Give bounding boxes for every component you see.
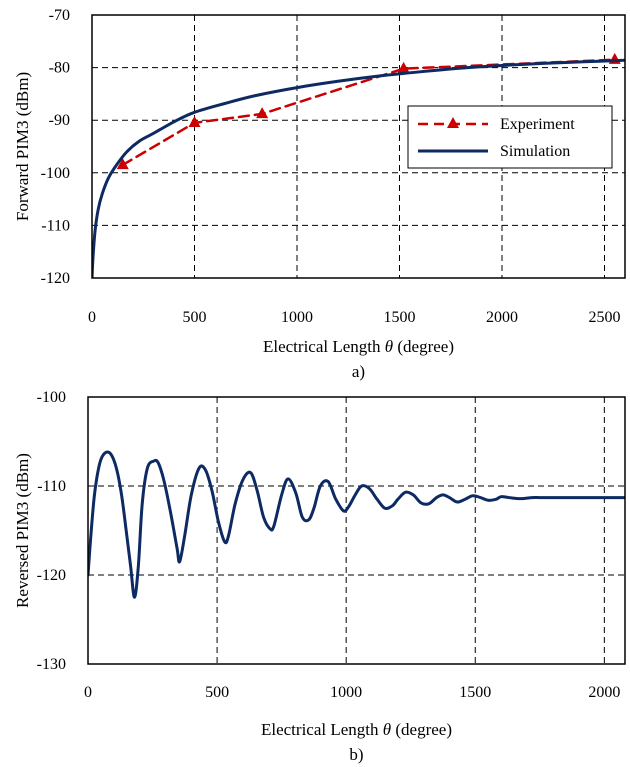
y-tick-label: -90 [49, 112, 70, 129]
caption-b: b) [349, 745, 363, 764]
x-tick-label: 1000 [281, 309, 313, 326]
x-axis-label: Electrical Length θ (degree) [263, 337, 454, 356]
y-tick-labels: -130 -120 -110 -100 [37, 389, 66, 673]
y-tick-label: -120 [41, 270, 70, 287]
plot-frame [91, 14, 626, 279]
legend-label-simulation: Simulation [500, 143, 570, 160]
legend-marker-experiment [447, 117, 459, 128]
caption-a: a) [352, 362, 365, 381]
y-tick-label: -110 [41, 217, 70, 234]
y-axis-label: Reversed PIM3 (dBm) [13, 453, 32, 608]
series-series-line [88, 450, 625, 599]
y-tick-labels: -120 -110 -100 -90 -80 -70 [41, 7, 70, 287]
x-axis-label: Electrical Length θ (degree) [261, 720, 452, 739]
legend: Experiment Simulation [407, 105, 613, 169]
y-tick-label: -70 [49, 7, 70, 24]
x-tick-label: 2000 [486, 309, 518, 326]
x-tick-label: 0 [84, 684, 92, 701]
series-layer [92, 52, 625, 278]
gridlines [88, 397, 625, 664]
x-tick-label: 2000 [588, 684, 620, 701]
x-tick-label: 500 [205, 684, 229, 701]
chart-reversed-pim3: 0 500 1000 1500 2000 -130 -120 -110 -100 Electr… [13, 389, 626, 764]
experiment-data-point [116, 158, 129, 170]
x-tick-labels: 0 500 1000 1500 2000 [84, 684, 620, 701]
legend-box [407, 105, 613, 169]
chart-forward-pim3: 0 500 1000 1500 2000 2500 -120-110-100-90-80-… [13, 7, 626, 381]
y-tick-label: -110 [37, 478, 66, 495]
y-tick-label: -130 [37, 656, 66, 673]
x-tick-label: 2500 [589, 309, 621, 326]
x-tick-label: 1500 [384, 309, 416, 326]
x-tick-label: 1500 [459, 684, 491, 701]
x-tick-labels: 0 500 1000 1500 2000 2500 [88, 309, 621, 326]
experiment-data-point [256, 107, 269, 119]
y-tick-label: -100 [41, 165, 70, 182]
legend-label-experiment: Experiment [500, 116, 575, 133]
plot-frame [87, 396, 626, 665]
y-axis-label: Forward PIM3 (dBm) [13, 72, 32, 221]
y-tick-label: -100 [37, 389, 66, 406]
x-tick-label: 1000 [330, 684, 362, 701]
simulation-series-line [92, 58, 625, 278]
y-tick-label: -120 [37, 567, 66, 584]
experiment-data-point [188, 116, 201, 128]
x-tick-label: 500 [183, 309, 207, 326]
x-tick-label: 0 [88, 309, 96, 326]
series-layer [88, 450, 625, 599]
experiment-data-point [397, 61, 410, 73]
y-tick-label: -80 [49, 60, 70, 77]
